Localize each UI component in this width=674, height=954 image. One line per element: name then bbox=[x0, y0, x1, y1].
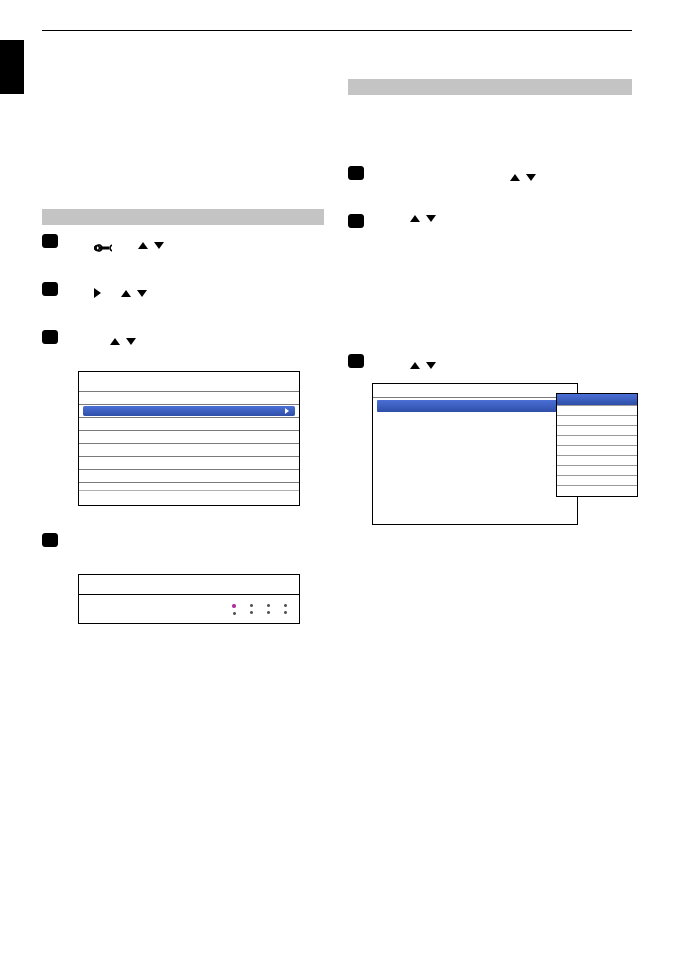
pin-digit[interactable] bbox=[284, 604, 287, 614]
right-arrow-icon bbox=[94, 288, 101, 298]
pin-entry[interactable] bbox=[78, 574, 300, 624]
step-number-icon bbox=[42, 282, 58, 296]
pin-entry-header bbox=[79, 575, 299, 595]
submenu-row[interactable] bbox=[557, 486, 637, 496]
menu-row[interactable] bbox=[79, 444, 299, 457]
pin-dot-icon bbox=[267, 611, 270, 614]
up-arrow-icon bbox=[121, 290, 131, 297]
submenu-row[interactable] bbox=[557, 426, 637, 436]
menu-row[interactable] bbox=[79, 431, 299, 444]
pin-dot-icon bbox=[233, 612, 236, 615]
menu-row-selected[interactable] bbox=[79, 405, 299, 418]
pin-dot-icon bbox=[284, 604, 287, 607]
submenu-row[interactable] bbox=[557, 436, 637, 446]
pin-digit[interactable] bbox=[267, 604, 270, 614]
menu-header-row bbox=[373, 384, 577, 398]
pin-dot-icon bbox=[284, 611, 287, 614]
step-3 bbox=[348, 353, 632, 377]
menu-row[interactable] bbox=[79, 457, 299, 470]
submenu[interactable] bbox=[556, 393, 638, 497]
menu-row[interactable] bbox=[79, 418, 299, 431]
pin-digit[interactable] bbox=[250, 604, 253, 614]
step-number-icon bbox=[42, 533, 58, 547]
settings-menu[interactable] bbox=[372, 383, 578, 525]
down-arrow-icon bbox=[154, 242, 164, 249]
pin-dot-icon bbox=[232, 604, 236, 608]
down-arrow-icon bbox=[426, 215, 436, 222]
menu-header-row bbox=[79, 372, 299, 392]
up-arrow-icon bbox=[138, 242, 148, 249]
settings-menu-with-submenu bbox=[372, 383, 632, 533]
left-column bbox=[42, 35, 324, 624]
down-arrow-icon bbox=[526, 174, 536, 181]
pin-grid bbox=[79, 595, 299, 623]
menu-spacer bbox=[79, 483, 299, 491]
menu-row[interactable] bbox=[79, 392, 299, 405]
submenu-row[interactable] bbox=[557, 446, 637, 456]
pin-dot-icon bbox=[250, 611, 253, 614]
submenu-row[interactable] bbox=[557, 476, 637, 486]
up-arrow-icon bbox=[510, 174, 520, 181]
step-number-icon bbox=[348, 214, 364, 228]
submenu-row-selected[interactable] bbox=[557, 394, 637, 406]
step-2 bbox=[42, 281, 324, 305]
submenu-row[interactable] bbox=[557, 456, 637, 466]
up-arrow-icon bbox=[110, 338, 120, 345]
up-arrow-icon bbox=[410, 362, 420, 369]
step-number-icon bbox=[42, 234, 58, 248]
top-rule bbox=[42, 30, 632, 31]
step-3 bbox=[42, 329, 324, 353]
menu-row[interactable] bbox=[79, 470, 299, 483]
step-1 bbox=[42, 233, 324, 257]
pin-dot-icon bbox=[250, 604, 253, 607]
pin-dot-icon bbox=[267, 604, 270, 607]
step-4 bbox=[42, 532, 324, 556]
step-2 bbox=[348, 213, 632, 305]
step-number-icon bbox=[348, 166, 364, 180]
columns bbox=[42, 35, 632, 624]
submenu-row[interactable] bbox=[557, 406, 637, 416]
section-header-band bbox=[348, 79, 632, 95]
submenu-row[interactable] bbox=[557, 466, 637, 476]
side-tab bbox=[0, 40, 24, 94]
down-arrow-icon bbox=[126, 338, 136, 345]
menu-footer-row bbox=[79, 491, 299, 505]
page bbox=[0, 0, 674, 954]
step-1 bbox=[348, 165, 632, 189]
down-arrow-icon bbox=[137, 290, 147, 297]
right-column bbox=[348, 35, 632, 624]
section-header-band bbox=[42, 209, 324, 225]
step-number-icon bbox=[42, 330, 58, 344]
chevron-right-icon bbox=[285, 408, 289, 414]
settings-menu[interactable] bbox=[78, 371, 300, 506]
submenu-row[interactable] bbox=[557, 416, 637, 426]
pin-digit[interactable] bbox=[232, 604, 236, 615]
menu-row-selected[interactable] bbox=[377, 400, 573, 412]
down-arrow-icon bbox=[426, 362, 436, 369]
up-arrow-icon bbox=[410, 215, 420, 222]
step-number-icon bbox=[348, 354, 364, 368]
wrench-icon bbox=[94, 240, 112, 250]
